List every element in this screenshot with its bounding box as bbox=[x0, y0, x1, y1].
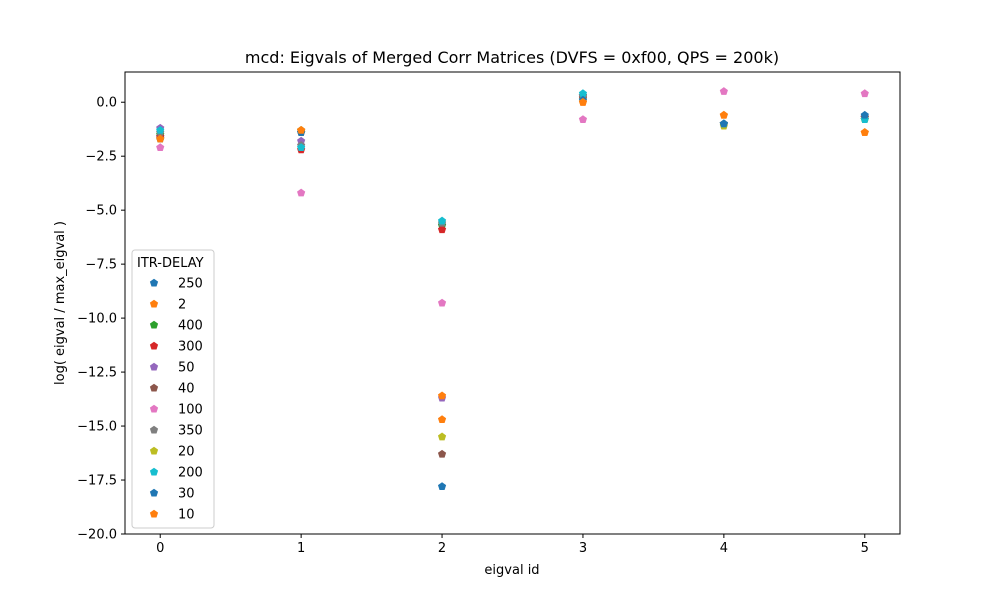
data-point-200-2 bbox=[437, 216, 447, 225]
data-point-10-3 bbox=[578, 97, 588, 106]
data-point-100-0 bbox=[156, 143, 165, 152]
legend-marker-30 bbox=[149, 488, 159, 497]
legend-label-2: 2 bbox=[178, 298, 186, 313]
y-tick-label: −10.0 bbox=[77, 312, 117, 327]
data-point-2-2 bbox=[437, 415, 447, 424]
data-point-30-5 bbox=[860, 110, 869, 119]
legend-label-100: 100 bbox=[178, 403, 203, 418]
x-axis: 0 1 2 3 4 5 bbox=[156, 534, 869, 556]
y-tick-label: −7.5 bbox=[85, 258, 117, 273]
data-point-200-3 bbox=[578, 89, 588, 98]
data-point-10-0 bbox=[156, 134, 165, 143]
legend-label-350: 350 bbox=[178, 424, 203, 439]
data-point-30-2 bbox=[437, 482, 447, 490]
x-tick-label: 4 bbox=[720, 541, 728, 556]
data-point-100-3 bbox=[578, 115, 588, 123]
data-point-100-4 bbox=[719, 87, 728, 95]
x-tick-label: 0 bbox=[156, 541, 164, 556]
legend-marker-10 bbox=[149, 509, 159, 518]
x-tick-label: 2 bbox=[438, 541, 446, 556]
y-tick-label: −17.5 bbox=[77, 474, 117, 489]
y-tick-label: −2.5 bbox=[85, 150, 117, 165]
x-tick-label: 1 bbox=[297, 541, 305, 556]
legend-marker-50 bbox=[149, 362, 159, 371]
data-points bbox=[156, 87, 869, 490]
x-axis-label: eigval id bbox=[484, 563, 539, 578]
legend-marker-40 bbox=[149, 383, 159, 392]
x-tick-label: 3 bbox=[579, 541, 587, 556]
legend-marker-200 bbox=[149, 467, 159, 476]
legend-marker-20 bbox=[149, 446, 159, 455]
legend-marker-350 bbox=[149, 425, 159, 434]
data-point-200-1 bbox=[297, 143, 306, 152]
legend-label-50: 50 bbox=[178, 361, 195, 376]
data-point-100-1 bbox=[297, 188, 306, 197]
y-tick-label: −20.0 bbox=[77, 528, 117, 543]
legend-label-40: 40 bbox=[178, 382, 195, 397]
legend-label-20: 20 bbox=[178, 445, 195, 460]
y-axis-label: log( eigval / max_eigval ) bbox=[53, 221, 68, 385]
y-tick-label: −15.0 bbox=[77, 420, 117, 435]
data-point-10-2 bbox=[437, 391, 447, 400]
data-point-10-1 bbox=[297, 125, 306, 134]
y-axis: 0.0 −2.5 −5.0 −7.5 −10.0 −12.5 −15.0 −17.5 −20.0 bbox=[77, 96, 125, 543]
legend-label-250: 250 bbox=[178, 277, 203, 292]
data-point-10-4 bbox=[719, 110, 728, 119]
data-point-10-5 bbox=[860, 128, 869, 136]
data-point-100-5 bbox=[860, 89, 869, 98]
legend-marker-100 bbox=[149, 404, 159, 413]
y-tick-label: −5.0 bbox=[85, 204, 117, 219]
legend-title: ITR-DELAY bbox=[137, 256, 204, 271]
plot-area bbox=[124, 71, 901, 535]
legend-frame bbox=[131, 249, 215, 529]
legend-label-10: 10 bbox=[178, 508, 195, 523]
legend-marker-2 bbox=[149, 299, 159, 308]
data-point-40-2 bbox=[437, 449, 447, 458]
data-point-100-2 bbox=[437, 298, 447, 307]
legend-label-30: 30 bbox=[178, 487, 195, 502]
y-tick-label: −12.5 bbox=[77, 366, 117, 381]
data-point-20-2 bbox=[437, 432, 447, 441]
legend-label-200: 200 bbox=[178, 466, 203, 481]
legend-marker-400 bbox=[149, 320, 159, 329]
legend-marker-300 bbox=[149, 341, 159, 350]
legend-label-400: 400 bbox=[178, 319, 203, 334]
legend-marker-250 bbox=[149, 278, 159, 287]
x-tick-label: 5 bbox=[861, 541, 869, 556]
data-point-200-0 bbox=[156, 125, 165, 134]
data-point-300-2 bbox=[437, 225, 447, 234]
chart-title: mcd: Eigvals of Merged Corr Matrices (DV… bbox=[245, 48, 779, 67]
data-point-30-4 bbox=[719, 119, 728, 128]
y-tick-label: 0.0 bbox=[96, 96, 117, 111]
legend-label-300: 300 bbox=[178, 340, 203, 355]
legend: ITR-DELAY 250 2 400 300 50 40 100 350 20 200 30 10 bbox=[131, 249, 215, 529]
